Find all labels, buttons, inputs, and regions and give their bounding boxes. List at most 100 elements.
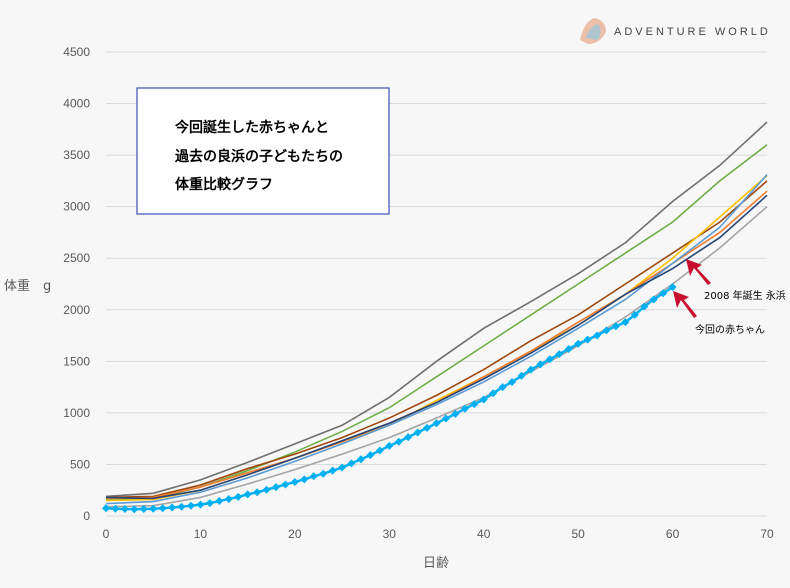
annotation-nagahama-label: 2008 年誕生 永浜 [704,289,786,302]
data-point-marker [545,355,554,364]
data-point-marker [338,463,347,472]
data-point-marker [564,344,573,353]
data-point-marker [281,480,290,489]
data-point-marker [347,459,356,468]
y-axis-title: 体重 g [4,278,51,294]
data-point-marker [366,451,375,460]
data-point-marker [243,490,252,499]
data-point-marker [186,501,195,510]
data-point-marker [394,437,403,446]
y-tick-label: 1500 [63,354,90,368]
data-point-marker [460,404,469,413]
data-point-marker [574,339,583,348]
logo-text: ADVENTURE WORLD [614,26,771,38]
data-point-marker [205,499,214,508]
data-point-marker [224,494,233,503]
data-point-marker [177,502,186,511]
x-tick-label: 10 [194,527,208,541]
y-tick-label: 1000 [63,406,90,420]
y-tick-label: 500 [70,457,90,471]
series-line-2008 年誕生 永浜 [105,206,768,508]
data-point-marker [602,326,611,335]
data-point-marker [441,414,450,423]
data-point-marker [375,446,384,455]
x-tick-label: 50 [571,527,585,541]
data-point-marker [158,504,167,513]
y-tick-label: 3500 [63,148,90,162]
data-point-marker [489,389,498,398]
data-point-marker [640,302,649,311]
current-baby-markers [102,283,677,514]
data-point-marker [102,504,110,513]
data-point-marker [555,350,564,359]
title-box: 今回誕生した赤ちゃんと 過去の良浜の子どもたちの 体重比較グラフ [136,87,390,215]
x-axis-ticks: 0 10 20 30 40 50 60 70 [103,527,774,541]
data-point-marker [328,466,337,475]
x-tick-label: 30 [383,527,397,541]
y-axis-ticks: 0 500 1000 1500 2000 2500 3000 3500 4000 4500 [63,45,90,523]
series-line-sibling-navy [105,194,768,500]
data-point-marker [593,331,602,340]
data-point-marker [536,360,545,369]
x-tick-label: 40 [477,527,491,541]
data-point-marker [111,504,120,513]
red-arrow-icon [686,259,711,285]
data-point-marker [659,289,668,298]
title-line-3: 体重比較グラフ [175,176,273,193]
data-point-marker [526,365,535,374]
annotation-current: 今回の赤ちゃん [673,291,765,336]
data-point-marker [649,295,658,304]
data-point-marker [479,395,488,404]
data-point-marker [309,472,318,481]
annotation-current-label: 今回の赤ちゃん [695,323,765,336]
data-point-marker [583,335,592,344]
x-tick-label: 60 [666,527,680,541]
data-point-marker [234,492,243,501]
y-tick-label: 2500 [63,251,90,265]
series-line-sibling-dark-gray [105,121,768,498]
data-point-marker [149,504,158,513]
series-line-sibling-light-blue [105,174,768,505]
data-point-marker [196,500,205,509]
data-point-marker [432,419,441,428]
data-point-marker [290,477,299,486]
x-tick-label: 70 [760,527,774,541]
data-point-marker [319,469,328,478]
data-point-marker [385,441,394,450]
data-point-marker [215,497,224,506]
data-point-marker [630,310,639,319]
adventure-world-logo: ADVENTURE WORLD [580,18,771,44]
data-point-marker [404,433,413,442]
data-point-marker [120,504,129,513]
data-point-marker [413,428,422,437]
series-line-sibling-brown [105,180,768,499]
annotation-nagahama: 2008 年誕生 永浜 [686,259,786,302]
y-tick-label: 4500 [63,45,90,59]
y-tick-label: 2000 [63,303,90,317]
data-point-marker [508,377,517,386]
data-point-marker [271,483,280,492]
data-point-marker [253,488,262,497]
data-point-marker [611,322,620,331]
data-point-marker [300,475,309,484]
data-point-marker [423,423,432,432]
data-point-marker [470,400,479,409]
y-tick-label: 0 [83,509,90,523]
y-tick-label: 4000 [63,97,90,111]
data-point-marker [451,409,460,418]
data-point-marker [139,504,148,513]
data-point-marker [168,503,177,512]
red-arrow-icon [673,291,697,318]
y-tick-label: 3000 [63,200,90,214]
data-point-marker [356,455,365,464]
data-point-marker [517,371,526,380]
title-line-1: 今回誕生した赤ちゃんと [174,119,329,136]
data-point-marker [621,318,630,327]
x-tick-label: 0 [103,527,110,541]
title-line-2: 過去の良浜の子どもたちの [174,148,343,165]
x-tick-label: 20 [288,527,302,541]
series-line-sibling-orange [105,190,768,500]
data-point-marker [130,505,139,514]
data-point-marker [498,383,507,392]
x-axis-title: 日齢 [423,556,449,571]
